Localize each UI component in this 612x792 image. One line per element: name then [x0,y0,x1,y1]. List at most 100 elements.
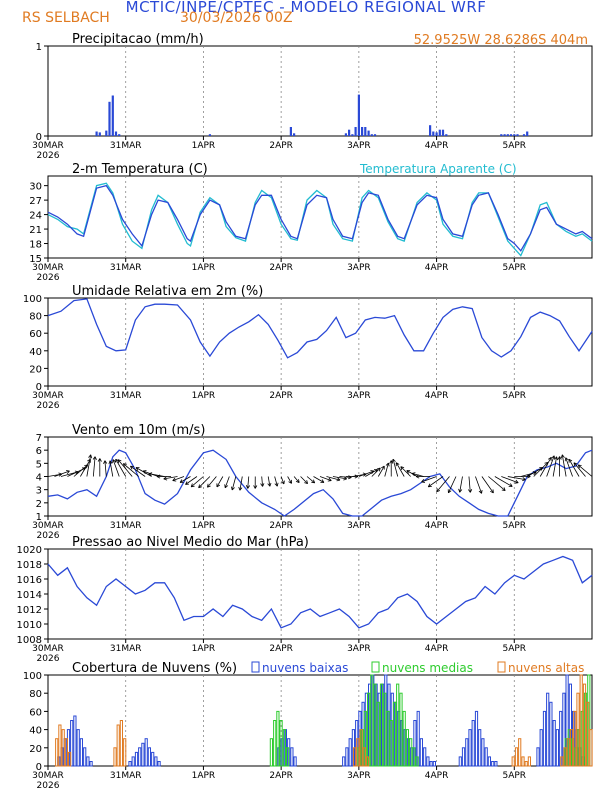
y-tick-label: 0 [36,762,42,773]
wind-arrow-head [378,467,381,472]
wind-arrow-head [283,480,285,485]
bar-Precipitacao [118,134,121,136]
bar-nuvens-altas [514,747,519,767]
wind-arrow-head [370,470,374,472]
bar-nuvens-altas [579,674,583,767]
wind-arrow [293,476,300,483]
bar-nuvens-baixas [134,751,139,767]
bar-Precipitacao [105,130,108,136]
bar-nuvens-medias [383,692,387,767]
y-tick-label: 20 [29,744,42,755]
bar-Precipitacao [289,127,292,136]
bar-Precipitacao [513,134,516,136]
wind-arrow-head [327,480,332,482]
wind-arrow-head [267,483,271,487]
bar-nuvens-altas [365,756,370,767]
bar-nuvens-baixas [461,747,466,767]
bar-Precipitacao [526,131,529,136]
plot-frame [47,548,593,640]
bar-nuvens-baixas [484,747,488,767]
wind-arrow [494,476,513,487]
bar-nuvens-altas [61,729,65,767]
wind-arrow-head [112,459,116,463]
legend-label-0: nuvens baixas [262,661,348,675]
wind-arrow-head [306,480,308,484]
x-tick-label: 5APR [502,644,526,654]
x-tick-label: 31MAR [110,263,142,273]
x-tick-year: 2026 [37,531,60,541]
wind-arrow-head [554,456,557,460]
bar-nuvens-baixas [555,729,559,767]
series-line-0 [47,298,593,359]
bar-nuvens-altas [353,747,357,767]
wind-arrow [411,473,424,477]
bar-nuvens-medias [269,738,273,767]
wind-arrow [481,476,494,494]
wind-arrow-head [411,473,415,477]
x-tick-label: 31MAR [110,771,142,781]
x-tick-label: 30MAR [32,263,64,273]
bar-nuvens-baixas [458,756,462,767]
wind-arrow-head [578,464,582,466]
wind-arrow-head [354,476,359,479]
x-tick-label: 4APR [425,521,449,531]
bar-nuvens-altas [123,738,127,767]
wind-arrow [190,476,204,488]
wind-arrow [117,459,133,477]
wind-arrow-head [573,462,578,465]
wind-arrow-head [561,454,565,458]
bar-nuvens-medias [273,720,277,767]
wind-arrow-head [311,481,315,484]
bar-nuvens-baixas [86,756,90,767]
bar-Precipitacao [367,130,370,136]
wind-arrow-head [156,476,161,479]
bar-nuvens-baixas [465,738,469,767]
y-tick-label: 0 [36,132,42,143]
wind-arrow [231,476,237,491]
x-tick-label: 1APR [192,521,216,531]
legend-swatch-1 [371,661,380,673]
y-tick-label: 30 [29,182,42,193]
wind-arrow-head [557,456,560,460]
bar-nuvens-altas [566,738,570,767]
bar-Precipitacao [351,134,354,136]
bar-Precipitacao [432,131,435,136]
coords-label: 52.9525W 28.6286S 404m [414,33,588,48]
legend-apparent-temperature: Temperatura Aparente (C) [359,162,517,176]
plot-frame [47,297,593,387]
chart-title: Pressao ao Nivel Medio do Mar (hPa) [72,535,309,550]
wind-arrow-head [92,456,96,460]
wind-arrow-head [459,489,463,493]
wind-arrow-head [522,479,526,482]
wind-arrow [287,476,292,484]
wind-arrow-head [503,487,506,491]
chart-title: Vento em 10m (m/s) [72,423,205,438]
wind-arrow [539,457,552,477]
bar-Precipitacao [445,134,448,136]
run-date: 30/03/2026 00Z [180,10,293,26]
wind-arrow-head [458,488,461,493]
wind-arrow [280,476,285,485]
wind-arrow-head [406,470,409,474]
bar-nuvens-baixas [478,729,482,767]
y-tick-label: 80 [29,312,42,323]
wind-arrow-head [198,484,200,488]
wind-arrow-head [122,463,125,468]
bar-nuvens-medias [412,747,416,767]
wind-arrow-head [400,466,403,471]
bar-nuvens-baixas [423,747,427,767]
wind-arrow [109,460,114,477]
x-tick-label: 3APR [347,263,371,273]
bar-nuvens-medias [279,720,283,767]
y-tick-label: 60 [29,329,42,340]
wind-arrow [163,476,178,480]
y-tick-label: 2 [36,499,42,510]
wind-arrow [247,476,250,489]
wind-arrow-head [66,470,70,472]
y-tick-label: 15 [29,254,42,265]
x-tick-label: 2APR [269,391,293,401]
bar-nuvens-baixas [154,756,158,767]
x-tick-label: 1APR [192,771,216,781]
wind-arrow-head [148,473,152,477]
bar-Precipitacao [522,134,526,136]
